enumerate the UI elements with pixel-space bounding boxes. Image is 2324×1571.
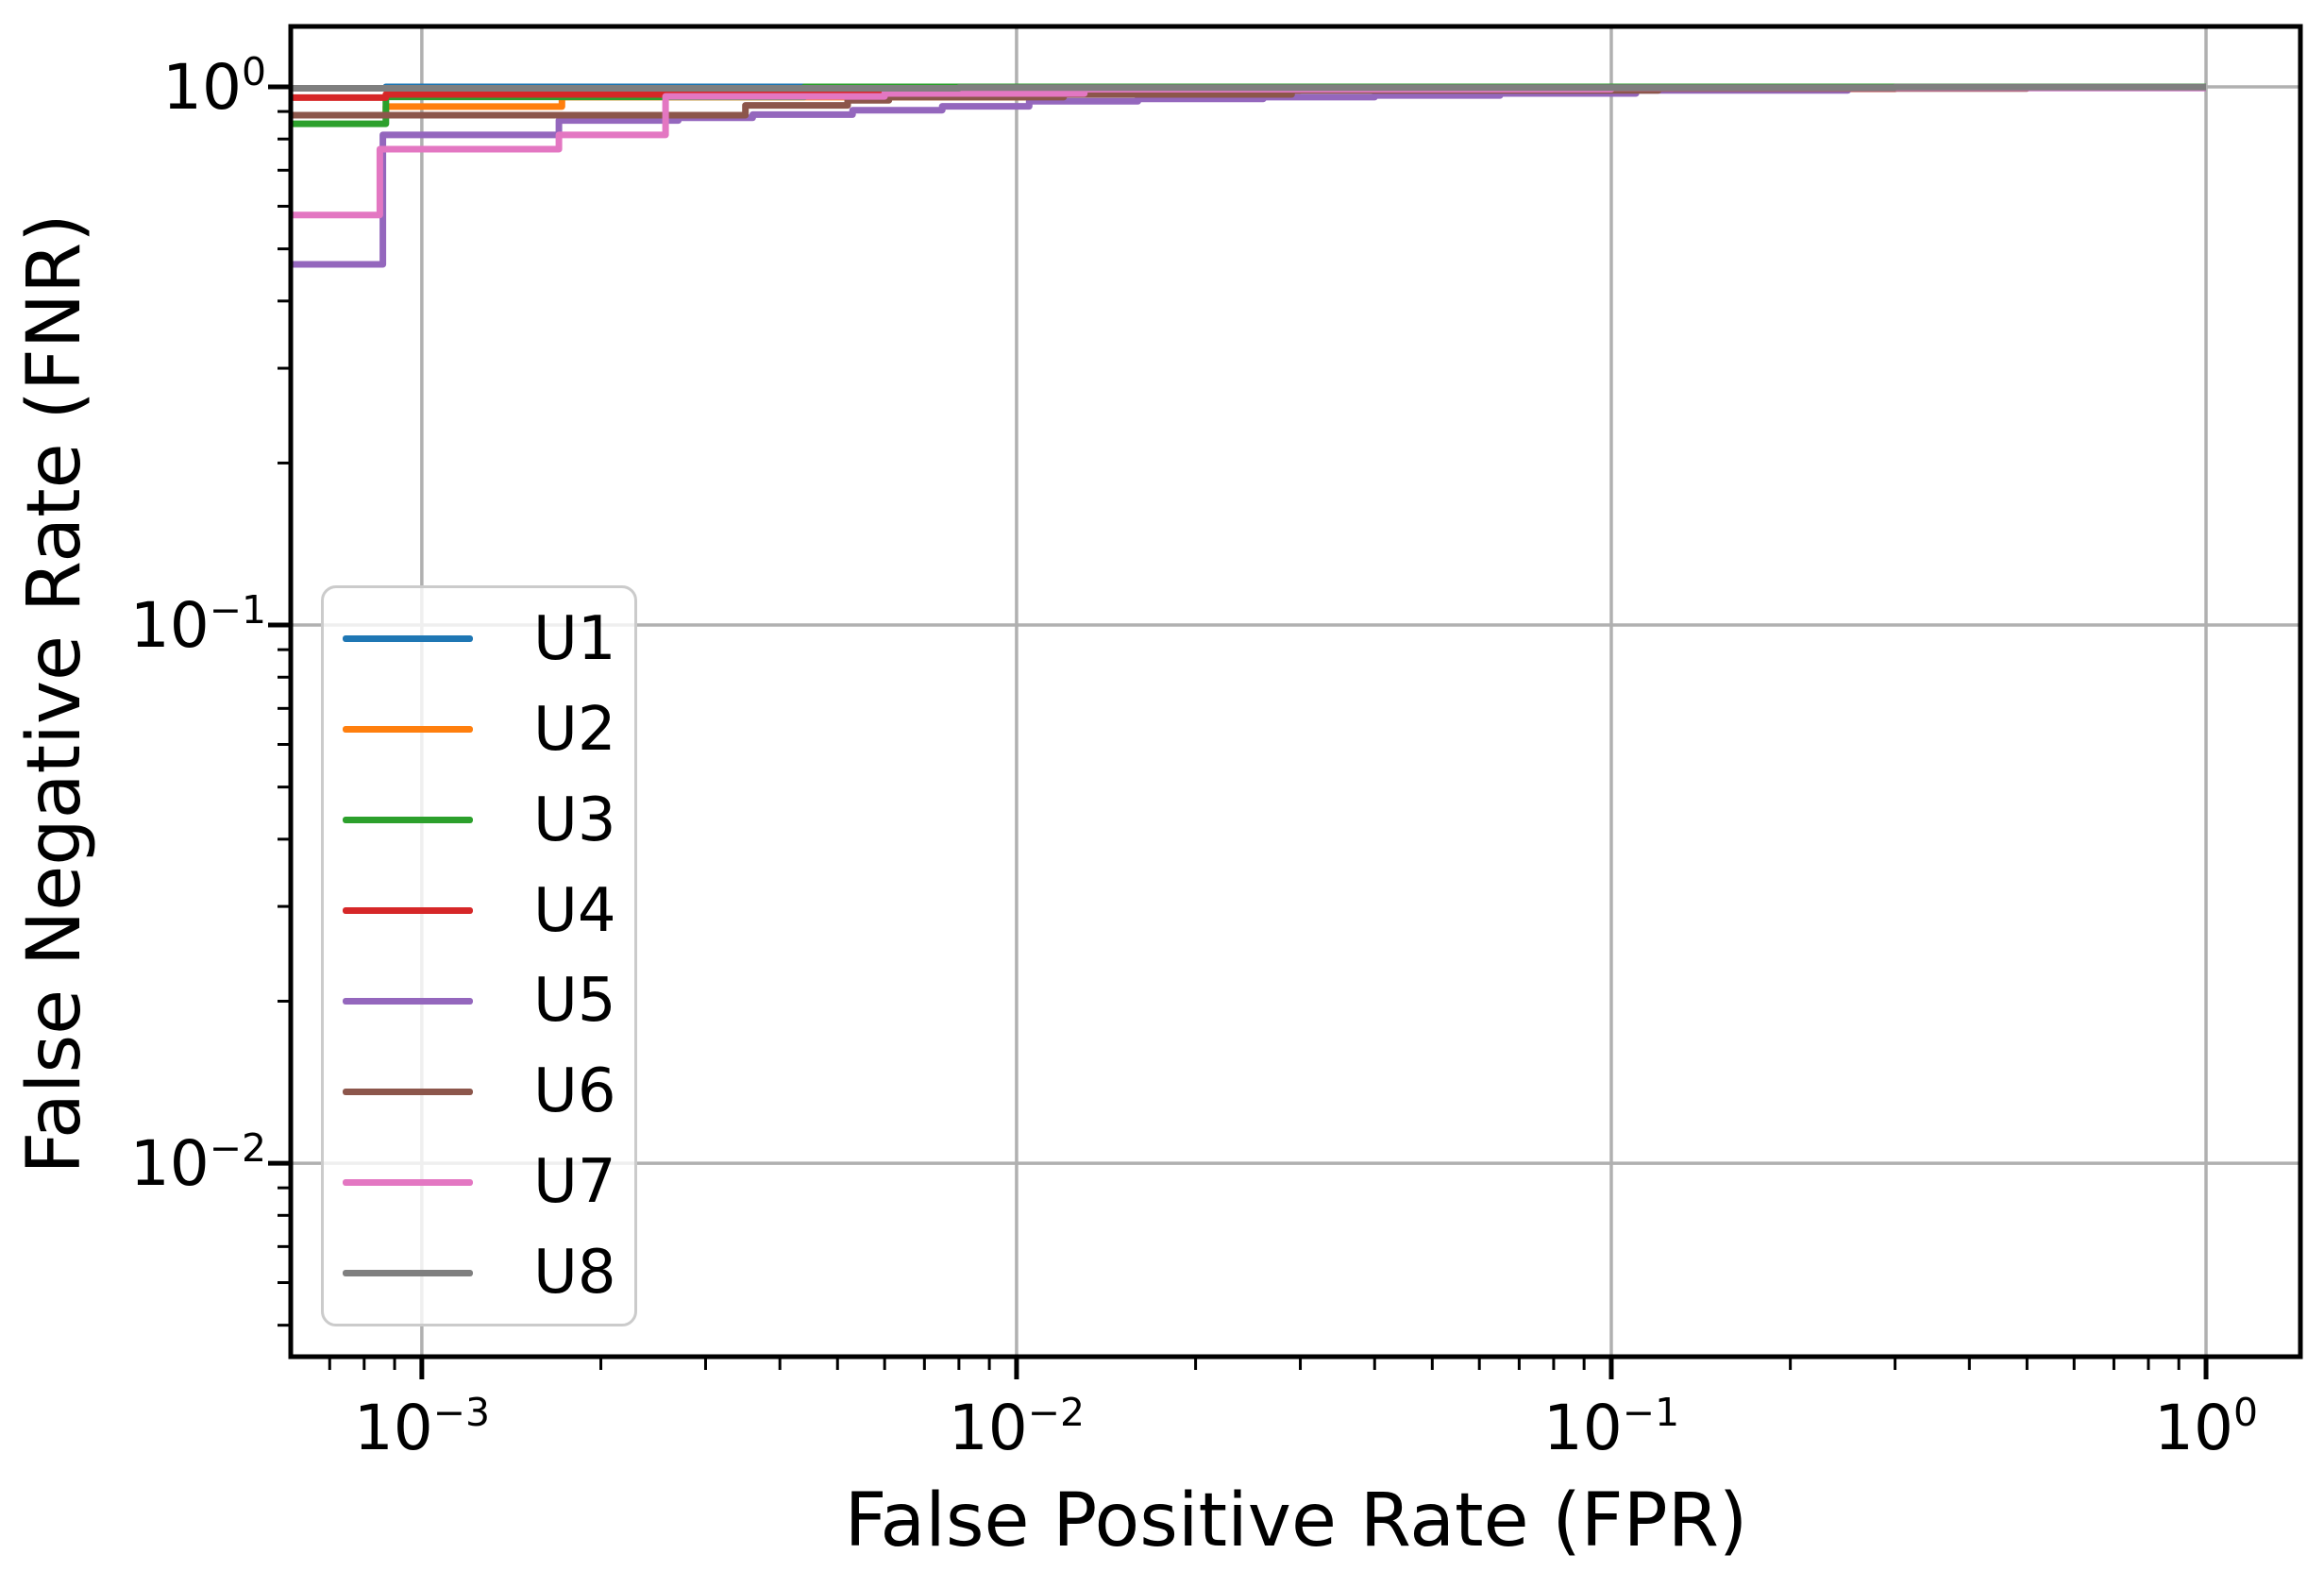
legend-line-sample-u7	[343, 1178, 473, 1186]
y-axis-label: False Negative Rate (FNR)	[12, 213, 97, 1174]
legend-line-sample-u4	[343, 907, 473, 915]
legend-item-u2: U2	[343, 700, 634, 760]
x-tick-label: 10−1	[1542, 1389, 1680, 1464]
x-tick-label: 100	[2154, 1389, 2259, 1464]
legend-label-u4: U4	[533, 875, 616, 946]
legend-label-u8: U8	[533, 1238, 616, 1309]
legend-label-u3: U3	[533, 785, 616, 855]
legend-label-u2: U2	[533, 694, 616, 765]
legend-line-sample-u3	[343, 817, 473, 824]
legend-item-u8: U8	[343, 1242, 634, 1303]
legend-item-u5: U5	[343, 971, 634, 1031]
legend-item-u7: U7	[343, 1152, 634, 1212]
legend-item-u6: U6	[343, 1061, 634, 1122]
y-tick-label: 100	[161, 48, 266, 124]
x-tick-label: 10−3	[353, 1389, 491, 1464]
legend-label-u7: U7	[533, 1147, 616, 1218]
y-tick-label: 10−1	[129, 586, 266, 663]
x-axis-label: False Positive Rate (FPR)	[844, 1478, 1748, 1563]
series-line-u8	[291, 83, 2206, 92]
plot-border	[288, 24, 2303, 1360]
legend-label-u6: U6	[533, 1056, 616, 1127]
legend-line-sample-u8	[343, 1269, 473, 1276]
series-line-u7	[291, 84, 2206, 219]
legend-item-u1: U1	[343, 609, 634, 669]
legend-label-u1: U1	[533, 603, 616, 674]
legend-line-sample-u1	[343, 635, 473, 643]
legend-item-u3: U3	[343, 790, 634, 851]
legend-item-u4: U4	[343, 881, 634, 941]
y-tick-label: 10−2	[129, 1125, 266, 1201]
legend: U1 U2 U3 U4 U5 U6 U7 U8	[321, 585, 637, 1326]
legend-line-sample-u6	[343, 1088, 473, 1095]
legend-line-sample-u2	[343, 726, 473, 734]
x-tick-label: 10−2	[948, 1389, 1086, 1464]
legend-label-u5: U5	[533, 966, 616, 1037]
legend-line-sample-u5	[343, 997, 473, 1005]
